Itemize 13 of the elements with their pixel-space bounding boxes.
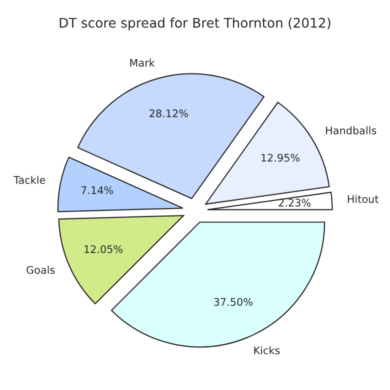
data-label: 12.95% — [262, 154, 300, 162]
data-label: 2.23% — [278, 198, 311, 207]
slice-label: Kicks — [254, 346, 280, 354]
slice-label: Handballs — [326, 126, 376, 134]
data-label: 28.12% — [150, 109, 188, 118]
slice-label: Tackle — [14, 176, 46, 184]
slice-label: Hitout — [348, 194, 379, 203]
data-label: 37.50% — [214, 298, 252, 306]
slice-label: Mark — [130, 58, 155, 67]
data-label: 12.05% — [84, 245, 123, 254]
data-label: 7.14% — [81, 186, 114, 194]
slice-label: Goals — [26, 266, 55, 274]
chart-title: DT score spread for Bret Thornton (2012) — [60, 18, 330, 30]
